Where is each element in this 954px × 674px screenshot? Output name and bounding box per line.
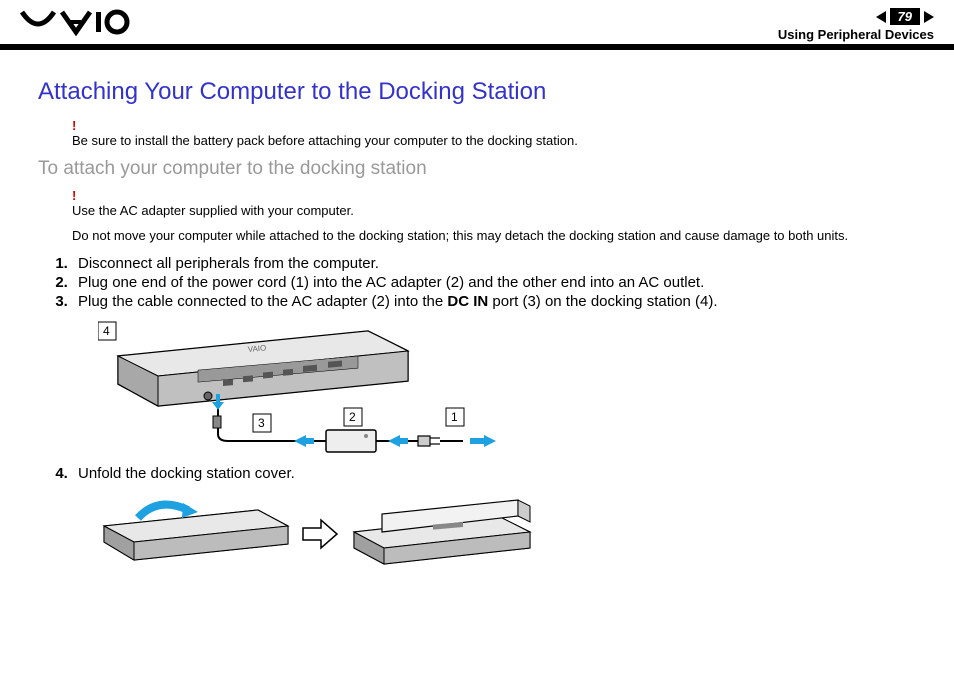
diagram-2 [98, 488, 916, 583]
svg-text:VAIO: VAIO [247, 343, 266, 354]
step-3: Plug the cable connected to the AC adapt… [72, 293, 916, 310]
page-content: Attaching Your Computer to the Docking S… [0, 50, 954, 583]
step-list-cont: Unfold the docking station cover. [38, 465, 916, 482]
prev-page-icon[interactable] [876, 11, 886, 23]
page-title: Attaching Your Computer to the Docking S… [38, 78, 916, 106]
next-page-icon[interactable] [924, 11, 934, 23]
pager: 79 [876, 8, 934, 25]
step-2: Plug one end of the power cord (1) into … [72, 274, 916, 291]
warning-text-1: Be sure to install the battery pack befo… [72, 133, 578, 148]
callout-3: 3 [258, 416, 265, 430]
step-1: Disconnect all peripherals from the comp… [72, 255, 916, 272]
vaio-logo [20, 8, 130, 36]
callout-2: 2 [349, 410, 356, 424]
step-list: Disconnect all peripherals from the comp… [38, 255, 916, 310]
diagram-1: VAIO [98, 316, 916, 461]
warning-note-1: ! Be sure to install the battery pack be… [72, 118, 916, 148]
section-label: Using Peripheral Devices [778, 27, 934, 42]
warning-icon: ! [72, 118, 76, 133]
warning-note-2: ! Use the AC adapter supplied with your … [72, 188, 916, 218]
callout-1: 1 [451, 410, 458, 424]
page-header: 79 Using Peripheral Devices [0, 0, 954, 50]
step-4: Unfold the docking station cover. [72, 465, 916, 482]
warning-text-2: Use the AC adapter supplied with your co… [72, 203, 354, 218]
warning-note-3: Do not move your computer while attached… [72, 228, 916, 243]
header-nav: 79 Using Peripheral Devices [778, 8, 934, 42]
subheading: To attach your computer to the docking s… [38, 158, 916, 180]
page-number: 79 [890, 8, 920, 25]
callout-4: 4 [103, 324, 110, 338]
warning-icon: ! [72, 188, 76, 203]
